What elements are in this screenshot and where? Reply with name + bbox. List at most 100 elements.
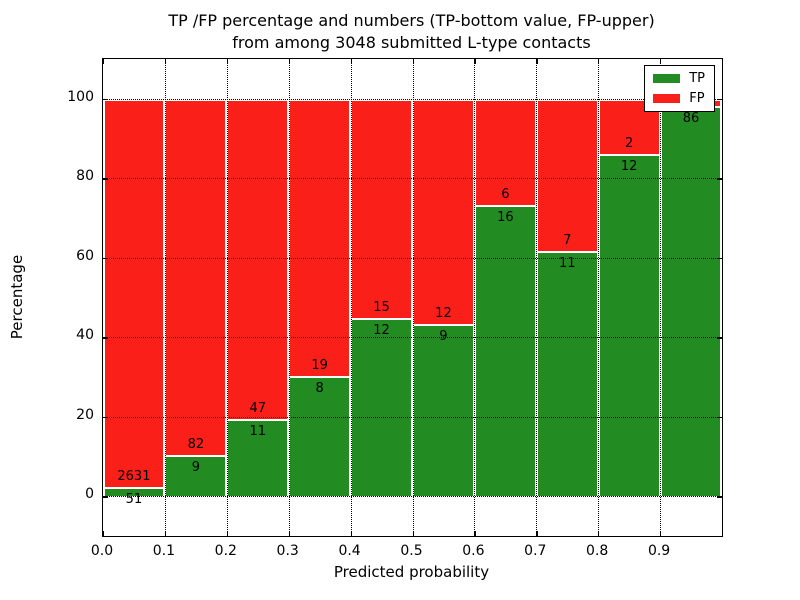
x-tick-mark: [226, 531, 229, 536]
y-tick-label: 0: [85, 486, 94, 503]
x-tick-mark-top: [103, 59, 105, 64]
chart-title-line1: TP /FP percentage and numbers (TP-bottom…: [168, 11, 655, 30]
x-tick-label: 0.3: [276, 543, 299, 559]
x-tick-label: 0.0: [90, 543, 114, 559]
legend-label: TP: [689, 71, 705, 86]
tp-count-label: 8: [315, 381, 324, 397]
bar-segment-tp: [414, 325, 473, 497]
x-tick-mark: [164, 531, 167, 536]
y-gridline: [103, 98, 722, 100]
bar-segment-fp: [414, 98, 473, 326]
bar-segment-fp: [352, 98, 411, 320]
fp-count-label: 19: [311, 358, 328, 374]
tp-count-label: 9: [439, 328, 448, 344]
y-tick-mark: [103, 257, 108, 260]
legend-label: FP: [689, 91, 705, 106]
y-tick-mark: [103, 496, 108, 498]
x-gridline: [536, 59, 538, 536]
x-tick-mark: [288, 531, 290, 536]
chart-title: TP /FP percentage and numbers (TP-bottom…: [52, 10, 771, 54]
y-tick-mark-right: [717, 416, 722, 419]
x-gridline: [598, 59, 600, 536]
tp-swatch-icon: [653, 74, 681, 83]
y-gridline: [103, 257, 722, 259]
tp-count-label: 86: [682, 110, 700, 126]
x-gridline: [660, 59, 662, 536]
fp-count-label: 82: [187, 436, 205, 452]
x-tick-label: 0.2: [214, 543, 237, 559]
y-tick-label: 60: [76, 247, 94, 264]
y-gridline: [103, 496, 722, 498]
bar-segment-fp: [104, 98, 164, 489]
x-tick-label: 0.5: [400, 543, 423, 559]
x-tick-mark-top: [164, 59, 167, 64]
y-tick-mark: [103, 98, 108, 101]
bar-segment-fp: [166, 98, 226, 457]
x-tick-label: 0.4: [338, 543, 361, 559]
fp-count-label: 12: [435, 305, 452, 321]
x-tick-mark-top: [598, 59, 600, 64]
fp-count-label: 2: [624, 135, 634, 151]
x-tick-mark: [474, 531, 476, 536]
y-tick-label: 40: [76, 327, 94, 344]
bar-segment-tp: [104, 488, 164, 497]
y-tick-mark: [103, 337, 108, 339]
legend-item-fp: FP: [653, 91, 705, 106]
x-gridline: [412, 59, 414, 536]
bar-segment-tp: [475, 207, 535, 497]
chart-title-line2: from among 3048 submitted L-type contact…: [232, 33, 591, 52]
plot-area: TP FP 2631 51 82 9 47 11 19 8 15 12 12 9 6 16 7 11 2 12 86: [102, 58, 723, 537]
x-tick-mark: [536, 531, 538, 536]
bar-segment-tp: [228, 420, 288, 497]
fp-swatch-icon: [653, 94, 681, 103]
x-tick-mark: [103, 531, 105, 536]
x-tick-mark-top: [288, 59, 290, 64]
bar-segment-tp: [599, 155, 659, 497]
x-tick-label: 0.6: [462, 543, 485, 559]
x-tick-mark-top: [474, 59, 476, 64]
x-tick-mark-top: [412, 59, 414, 64]
tp-count-label: 11: [249, 423, 267, 439]
y-tick-mark-right: [717, 98, 722, 101]
fp-count-label: 15: [373, 299, 390, 315]
x-gridline: [474, 59, 476, 536]
x-gridline: [288, 59, 290, 536]
x-tick-label: 0.1: [152, 543, 176, 559]
bar-segment-fp: [290, 98, 350, 379]
fp-count-label: 7: [563, 233, 572, 249]
bar-segment-tp: [290, 378, 350, 497]
x-tick-mark-top: [226, 59, 229, 64]
bar-segment-fp: [475, 98, 535, 208]
y-gridline: [103, 178, 722, 180]
tp-count-label: 16: [497, 210, 514, 226]
fp-count-label: 6: [501, 187, 510, 203]
y-tick-mark: [103, 416, 108, 419]
fp-count-label: 47: [249, 400, 267, 416]
tp-count-label: 12: [620, 158, 638, 174]
tp-count-label: 9: [191, 459, 200, 475]
tp-count-label: 11: [558, 256, 576, 272]
tp-count-label: 12: [373, 322, 390, 338]
x-tick-mark-top: [660, 59, 662, 64]
y-tick-mark-right: [717, 257, 722, 260]
x-tick-mark: [598, 531, 600, 536]
y-tick-label: 80: [76, 168, 94, 185]
bar-segment-fp: [228, 98, 288, 421]
y-tick-label: 100: [67, 88, 94, 105]
bar-segment-tp: [537, 253, 597, 497]
fp-count-label: 2631: [117, 468, 151, 484]
x-tick-label: 0.8: [586, 543, 609, 559]
y-tick-label: 20: [76, 406, 94, 423]
y-gridline: [103, 337, 722, 339]
x-tick-mark-top: [350, 59, 352, 64]
y-axis-label: Percentage: [8, 254, 26, 340]
x-tick-mark: [350, 531, 352, 536]
bar-segment-tp: [166, 456, 226, 497]
legend-item-tp: TP: [653, 71, 705, 86]
y-tick-mark: [103, 178, 108, 180]
x-tick-mark-top: [536, 59, 538, 64]
x-gridline: [164, 59, 166, 536]
bar-segment-tp: [661, 107, 721, 497]
x-tick-mark: [412, 531, 414, 536]
